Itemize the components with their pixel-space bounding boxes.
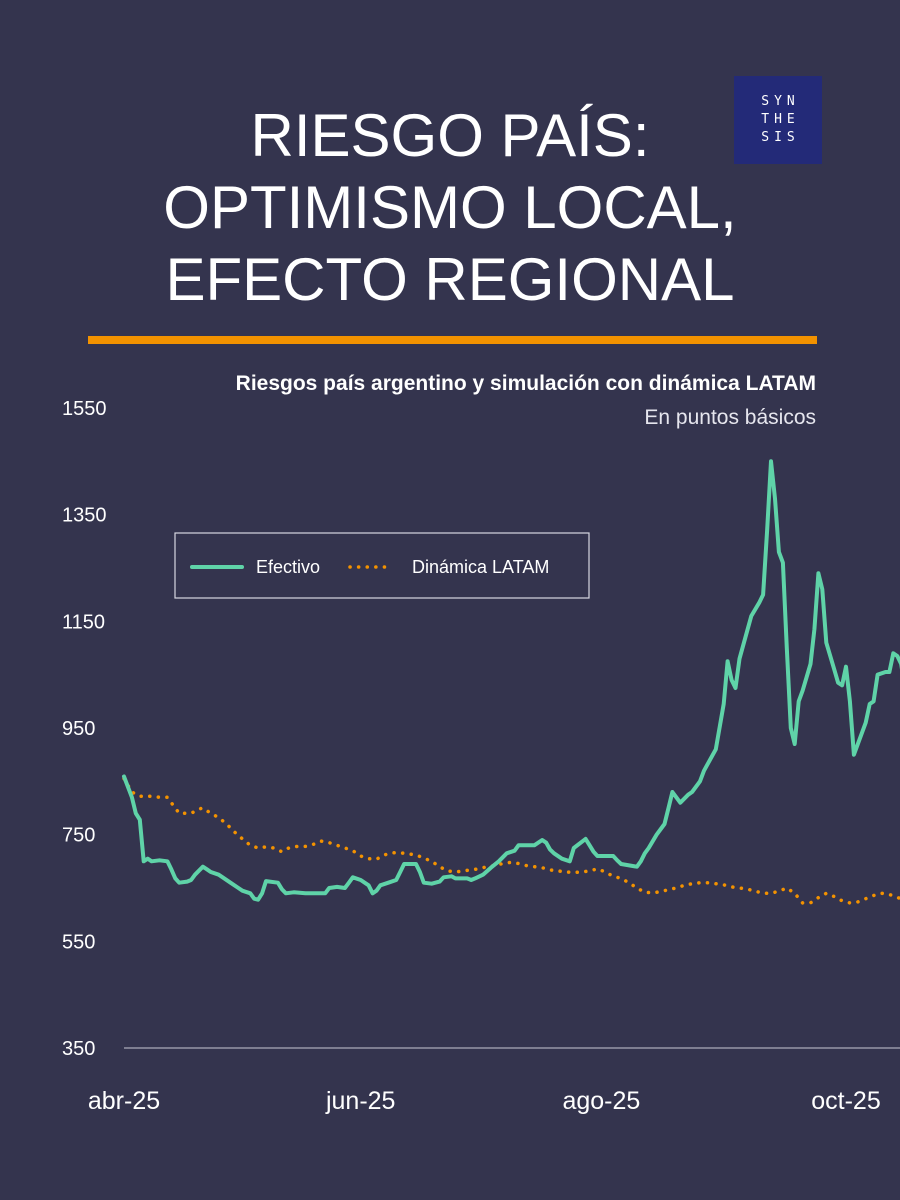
x-tick-label: oct-25	[811, 1087, 880, 1115]
x-tick-label: jun-25	[325, 1087, 396, 1115]
y-tick-label: 750	[62, 825, 95, 847]
logo-line-3: SIS	[761, 130, 800, 145]
title-line-2: OPTIMISMO LOCAL,	[163, 174, 737, 241]
y-tick-label: 950	[62, 718, 95, 740]
series-line-efectivo	[122, 459, 900, 902]
accent-rule	[88, 336, 817, 344]
chart-series	[122, 459, 900, 905]
y-tick-label: 350	[62, 1038, 95, 1060]
y-tick-label: 1550	[62, 398, 107, 420]
title-line-1: RIESGO PAÍS:	[250, 102, 650, 169]
chart-legend: Efectivo Dinámica LATAM	[174, 532, 590, 599]
page-title: RIESGO PAÍS: OPTIMISMO LOCAL, EFECTO REG…	[0, 100, 900, 316]
chart-axes: 350 550 750 950 1150 1350 1550 abr-25 jun-25 ago-…	[62, 398, 900, 1115]
title-line-3: EFECTO REGIONAL	[165, 246, 735, 313]
series-line-latam	[122, 776, 900, 905]
logo-line-1: SYN	[761, 94, 800, 109]
x-tick-label: abr-25	[88, 1087, 160, 1115]
logo-line-2: THE	[761, 112, 800, 127]
x-tick-label: ago-25	[562, 1087, 640, 1115]
legend-box	[174, 532, 590, 599]
y-tick-label: 1150	[62, 611, 105, 633]
legend-label-latam: Dinámica LATAM	[412, 557, 549, 577]
legend-label-efectivo: Efectivo	[256, 557, 320, 577]
chart-title: Riesgos país argentino y simulación con …	[235, 372, 816, 395]
chart-units: En puntos básicos	[644, 406, 816, 429]
y-tick-label: 550	[62, 931, 95, 953]
y-tick-label: 1350	[62, 505, 107, 527]
synthesis-logo: SYN THE SIS	[734, 76, 822, 164]
